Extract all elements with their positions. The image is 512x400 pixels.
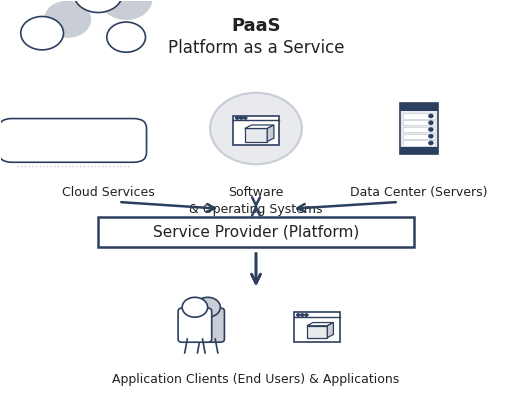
FancyBboxPatch shape [98,217,414,247]
Text: Cloud Services: Cloud Services [62,186,155,199]
FancyBboxPatch shape [403,140,435,146]
Polygon shape [267,125,274,142]
Text: Platform as a Service: Platform as a Service [168,39,344,57]
Text: Service Provider (Platform): Service Provider (Platform) [153,224,359,239]
Circle shape [236,117,239,119]
FancyBboxPatch shape [0,118,146,162]
FancyBboxPatch shape [403,120,435,125]
Circle shape [210,93,302,164]
Polygon shape [307,322,333,326]
Circle shape [305,314,308,316]
Circle shape [429,135,433,138]
Polygon shape [307,326,327,338]
Polygon shape [245,125,274,128]
Circle shape [429,142,433,144]
Circle shape [182,297,208,317]
Circle shape [74,0,122,12]
FancyBboxPatch shape [400,103,438,112]
FancyBboxPatch shape [14,122,146,154]
Circle shape [107,22,145,52]
FancyBboxPatch shape [400,103,438,154]
FancyBboxPatch shape [403,127,435,132]
Text: Software
& Operating Systems: Software & Operating Systems [189,186,323,216]
Circle shape [195,297,220,317]
Text: Application Clients (End Users) & Applications: Application Clients (End Users) & Applic… [112,373,400,386]
Circle shape [429,114,433,118]
Polygon shape [245,128,267,142]
FancyBboxPatch shape [191,308,224,342]
Text: Data Center (Servers): Data Center (Servers) [350,186,488,199]
FancyBboxPatch shape [178,308,211,342]
Circle shape [297,314,300,316]
FancyBboxPatch shape [294,312,340,342]
Circle shape [244,117,247,119]
Text: PaaS: PaaS [231,17,281,35]
Polygon shape [327,322,333,338]
FancyBboxPatch shape [403,114,435,118]
Circle shape [301,314,304,316]
Circle shape [429,128,433,131]
Circle shape [21,16,63,50]
FancyBboxPatch shape [400,147,438,154]
Circle shape [101,0,152,19]
FancyBboxPatch shape [233,116,279,145]
Circle shape [45,1,91,37]
Circle shape [429,121,433,124]
FancyBboxPatch shape [403,134,435,139]
Circle shape [240,117,243,119]
